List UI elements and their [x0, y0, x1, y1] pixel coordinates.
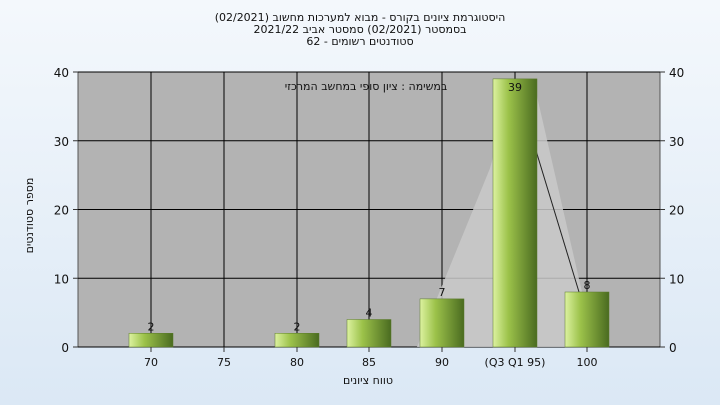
y-tick-label-right: 20 [669, 204, 684, 218]
bar-value-label: 8 [584, 279, 591, 292]
x-tick-label: 85 [362, 356, 376, 369]
bar-value-label: 39 [508, 81, 522, 94]
y-tick-label-right: 30 [669, 135, 684, 149]
bar-80 [274, 333, 320, 348]
bar-value-label: 2 [294, 320, 301, 333]
y-tick-label-right: 40 [669, 66, 684, 80]
x-tick-label: 90 [435, 356, 449, 369]
y-tick-label-left: 40 [54, 66, 69, 80]
bar--Q3-Q1-95- [492, 78, 538, 348]
x-tick-label: (Q3 Q1 95) [485, 356, 546, 369]
chart-title-line-2: בסמסטר (02/2021) סמסטר אביב 2021/22 [253, 23, 467, 36]
bar-90 [419, 298, 465, 348]
y-axis-title: מספר סטודנטים [23, 178, 36, 254]
bar-85 [346, 319, 392, 348]
x-tick-label: 70 [144, 356, 158, 369]
bar-value-label: 4 [366, 307, 373, 320]
chart-title-line-3: סטודנטים רשומים - 62 [306, 35, 414, 48]
x-axis-title: טווח ציונים [343, 374, 393, 387]
bar-70 [128, 333, 174, 348]
x-tick-label: 80 [290, 356, 304, 369]
x-tick-label: 75 [217, 356, 231, 369]
bar-value-label: 7 [439, 286, 446, 299]
y-tick-label-right: 0 [669, 341, 677, 355]
distribution-line [532, 140, 580, 293]
y-tick-label-right: 10 [669, 272, 684, 286]
plot-annotation: במשימה : ציון סופי במחשב המרכזי [285, 80, 448, 93]
y-tick-label-left: 0 [61, 341, 69, 355]
chart-title-line-1: היסטוגרמת ציונים בקורס - מבוא למערכות מח… [214, 11, 506, 24]
y-tick-label-left: 30 [54, 135, 69, 149]
bar-value-label: 2 [148, 320, 155, 333]
bar-100 [564, 291, 610, 348]
x-tick-label: 100 [577, 356, 598, 369]
y-tick-label-left: 20 [54, 204, 69, 218]
y-tick-label-left: 10 [54, 272, 69, 286]
